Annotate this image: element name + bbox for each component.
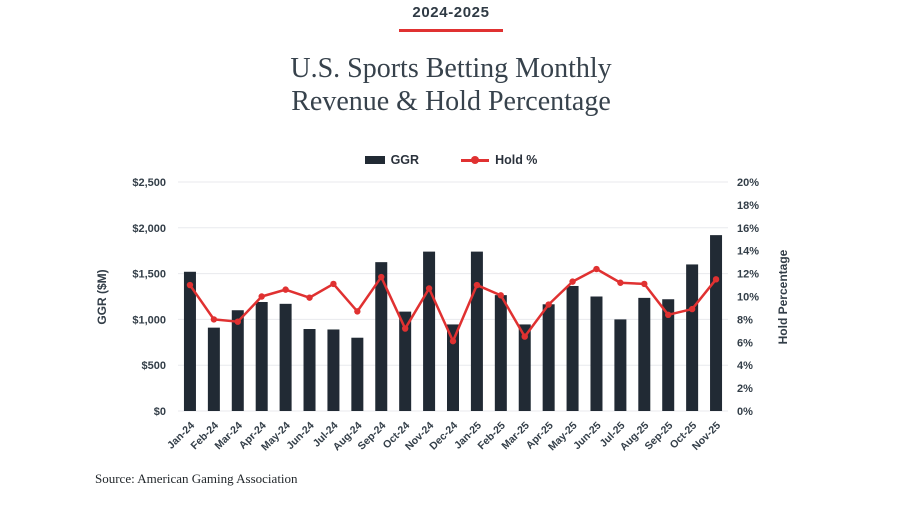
right-tick-label: 2% [737,383,753,395]
bar-Jul-25 [614,319,627,411]
bar-Apr-25 [542,304,555,411]
hold-point-Dec-24 [449,337,457,345]
hold-point-Jul-24 [330,280,337,288]
hold-point-Nov-25 [712,276,720,283]
hold-point-Nov-24 [425,285,433,292]
hold-point-Feb-25 [497,292,505,299]
hold-point-Mar-25 [521,333,528,340]
hold-point-Oct-25 [688,305,696,313]
bar-Sep-25 [662,299,675,411]
left-tick-label: $2,500 [132,177,166,189]
right-axis-title: Hold Percentage [776,249,790,344]
red-underline [399,29,503,32]
hold-point-Jan-24 [186,281,194,289]
right-tick-label: 16% [737,223,759,235]
bar-Apr-24 [255,301,268,411]
right-tick-label: 20% [737,177,759,189]
left-axis-ticks: $0 $500 $1,000 $1,500 $2,000 $2,500 [132,177,166,418]
bar-Jan-24 [183,271,196,411]
bar-Jun-25 [590,296,603,411]
hold-point-Apr-24 [258,293,265,300]
legend-label-hold: Hold % [495,153,538,167]
bar-Feb-24 [207,327,220,411]
x-axis-label: Jun-25 [571,420,604,453]
hold-point-Oct-24 [401,325,409,332]
title-line-1: U.S. Sports Betting Monthly [290,53,612,84]
ggr-bars [183,235,723,411]
bar-Jan-25 [470,251,483,411]
bar-swatch-icon [364,156,385,164]
legend-item-hold: Hold % [461,153,537,167]
chart-title: U.S. Sports Betting Monthly Revenue & Hol… [0,52,902,118]
hold-point-Sep-24 [378,273,385,281]
left-tick-label: $500 [142,360,166,372]
legend-item-ggr: GGR [364,153,420,167]
bar-Nov-24 [423,251,436,411]
hold-point-Sep-25 [665,311,672,319]
source-note: Source: American Gaming Association [95,471,298,486]
hold-point-Apr-25 [545,301,552,308]
bar-Nov-25 [710,235,723,411]
right-tick-label: 8% [737,314,753,326]
right-tick-label: 6% [737,337,753,349]
bar-Jun-24 [303,329,316,411]
right-tick-label: 10% [737,292,759,304]
title-line-2: Revenue & Hold Percentage [291,86,611,117]
hold-point-Aug-25 [641,280,648,288]
left-axis-title: GGR ($M) [95,269,109,324]
bar-Mar-25 [518,324,531,411]
x-axis-labels: Jan-24Feb-24Mar-24Apr-24May-24Jun-24Jul-… [165,420,723,454]
hold-point-Jul-25 [617,279,624,286]
right-tick-label: 14% [737,246,759,258]
bar-Feb-25 [494,295,507,411]
line-dot-swatch-icon [461,156,490,164]
hold-point-Mar-24 [234,318,241,325]
hold-point-Aug-24 [354,308,361,315]
bar-May-24 [279,303,292,411]
line-marker-dot [471,156,480,164]
bar-Oct-25 [686,264,699,411]
left-tick-label: $1,000 [132,314,166,326]
left-tick-label: $2,000 [132,223,166,235]
right-tick-label: 18% [737,200,759,212]
hold-point-Feb-24 [210,316,218,323]
bar-Mar-24 [231,310,244,411]
hold-point-May-25 [569,278,576,285]
hold-point-May-24 [282,286,289,293]
bar-Oct-24 [399,311,412,411]
date-range-kicker: 2024-2025 [412,4,490,21]
right-axis-ticks: 0% 2% 4% 6% 8% 10% 12% 14% 16% 18% 20% [737,177,759,418]
bar-Dec-24 [447,324,459,411]
right-tick-label: 0% [737,406,753,418]
bar-Jul-24 [327,329,340,411]
bar-Aug-24 [351,337,364,411]
hold-point-Jun-24 [306,294,313,301]
right-tick-label: 12% [737,269,759,281]
bar-Aug-25 [638,297,651,411]
left-tick-label: $1,500 [132,269,166,281]
x-axis-label: Jun-24 [284,420,317,453]
bar-May-25 [566,285,579,411]
right-tick-label: 4% [737,360,753,372]
chart-legend: GGR Hold % [0,153,902,167]
legend-label-ggr: GGR [390,153,420,167]
left-tick-label: $0 [154,406,166,418]
hold-point-Jan-25 [473,281,481,289]
hold-point-Jun-25 [593,265,600,273]
bar-Sep-24 [375,262,388,411]
hold-line [186,265,720,345]
